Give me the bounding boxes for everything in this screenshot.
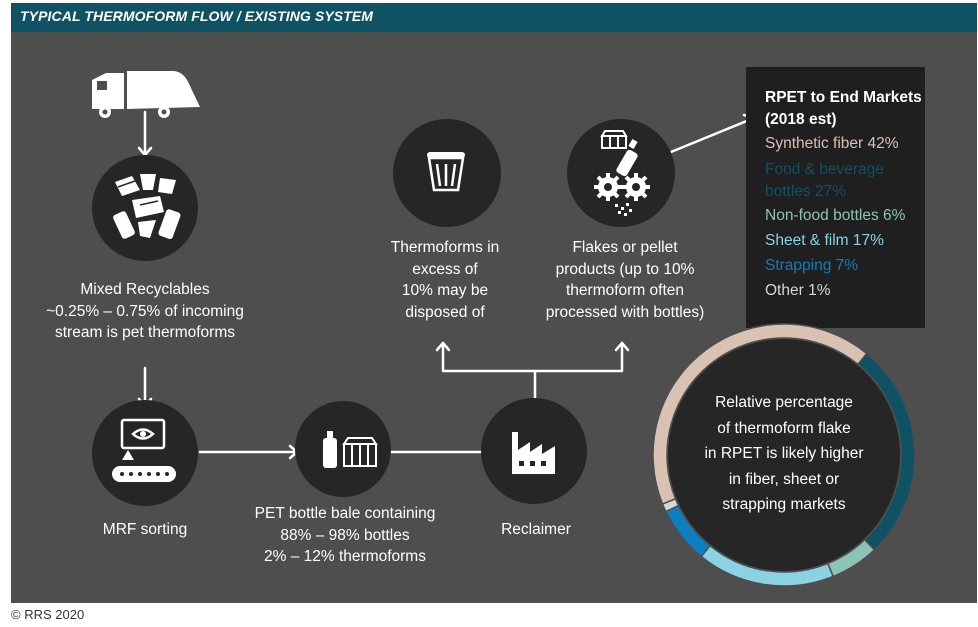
copyright: © RRS 2020	[11, 607, 85, 622]
disposal-caption: Thermoforms in excess of 10% may be disp…	[370, 237, 520, 323]
donut-note-line-3: in RPET is likely higher	[704, 445, 864, 462]
donut-note-line-4: in fiber, sheet or	[728, 470, 840, 488]
mrf-circle	[92, 400, 198, 506]
legend-title-line-1: RPET to End Markets	[765, 89, 922, 106]
legend-item-synthetic-fiber: Synthetic fiber 42%	[765, 135, 899, 152]
reclaimer-caption: Reclaimer	[476, 519, 596, 541]
disposal-line-3: 10% may be	[401, 282, 489, 299]
bale-line-1: PET bottle bale containing	[254, 505, 436, 522]
legend-item-strapping: Strapping 7%	[765, 257, 859, 274]
flakes-line-3: thermoform often	[565, 282, 685, 299]
flakes-caption: Flakes or pellet products (up to 10% the…	[530, 237, 720, 323]
donut-segment-other	[661, 497, 680, 513]
disposal-line-4: disposed of	[405, 303, 485, 321]
title-bar	[11, 3, 977, 32]
end-markets-legend: RPET to End Markets (2018 est) Synthetic…	[746, 67, 925, 328]
legend-item-non-food-bottles: Non-food bottles 6%	[765, 207, 906, 224]
bale-line-3: 2% – 12% thermoforms	[264, 548, 426, 565]
legend-item-other: Other 1%	[765, 282, 831, 299]
arrow-to-end-markets	[669, 116, 756, 154]
flakes-line-2: products (up to 10%	[555, 260, 695, 278]
mrf-label: MRF sorting	[102, 521, 188, 538]
flakes-line-1: Flakes or pellet	[572, 239, 678, 256]
donut-note-line-5: strapping markets	[722, 496, 846, 513]
donut-center	[668, 339, 900, 571]
donut-note-line-1: Relative percentage	[715, 394, 853, 411]
donut-note-line-2: of thermoform flake	[717, 419, 851, 437]
disposal-line-1: Thermoforms in	[390, 239, 500, 256]
bale-caption: PET bottle bale containing 88% – 98% bot…	[240, 503, 450, 568]
legend-item-food-beverage: Food & beverage	[765, 161, 884, 178]
legend-item-sheet-film: Sheet & film 17%	[765, 232, 884, 249]
recyclables-caption: Mixed Recyclables ~0.25% – 0.75% of inco…	[35, 279, 255, 344]
recyclables-title: Mixed Recyclables	[80, 281, 210, 298]
bale-line-2: 88% – 98% bottles	[280, 526, 410, 544]
mrf-caption: MRF sorting	[85, 519, 205, 541]
legend-title-line-2: (2018 est)	[765, 111, 837, 128]
disposal-line-2: excess of	[412, 260, 478, 278]
donut-note: Relative percentage of thermoform flake …	[682, 390, 886, 518]
recyclables-line-3: stream is pet thermoforms	[54, 324, 236, 341]
reclaimer-label: Reclaimer	[501, 521, 571, 538]
diagram-title: TYPICAL THERMOFORM FLOW / EXISTING SYSTE…	[20, 8, 374, 24]
flakes-line-4: processed with bottles)	[545, 303, 705, 321]
recyclables-line-2: ~0.25% – 0.75% of incoming	[46, 302, 244, 320]
arrow-reclaimer-split	[441, 341, 624, 400]
legend-item-food-beverage-line-2: bottles 27%	[765, 183, 846, 200]
